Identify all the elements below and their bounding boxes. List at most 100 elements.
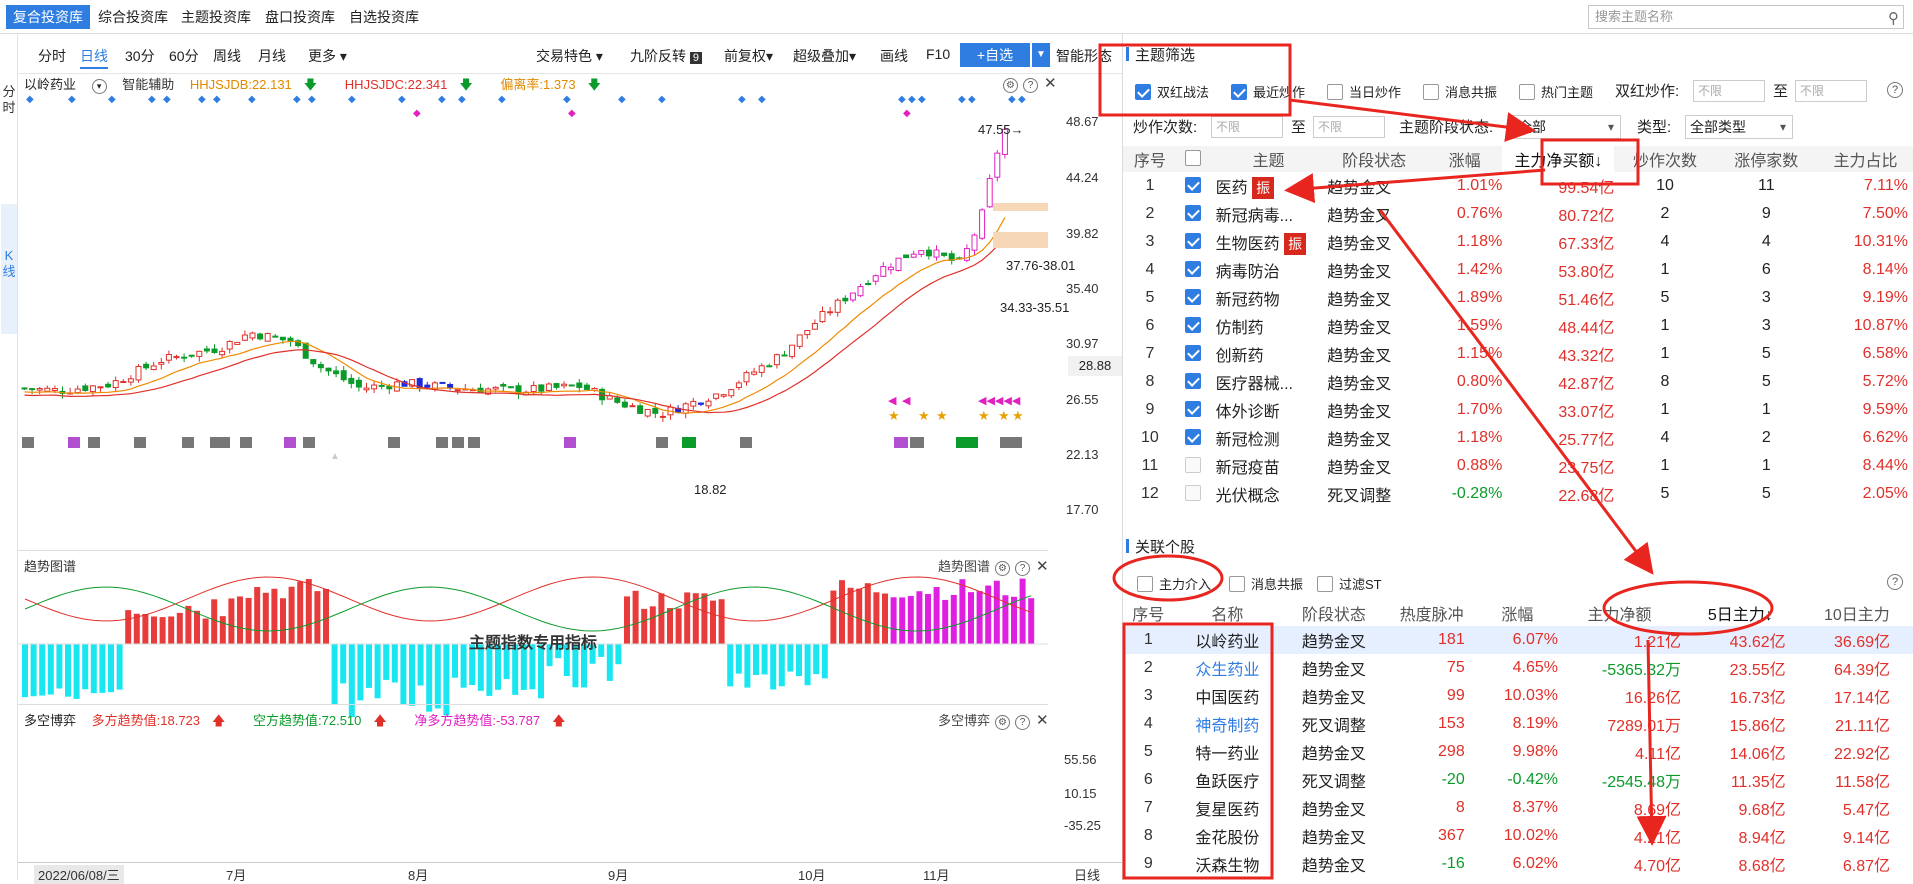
double-red-max-input[interactable]: 不限 [1795,80,1867,102]
theme-name[interactable]: 新冠药物 [1215,292,1280,309]
row-checkbox-cell[interactable] [1177,312,1216,340]
stock-name[interactable]: 以岭药业 [1173,626,1282,654]
period-more-dropdown[interactable]: 更多 ▾ [308,46,347,66]
column-header[interactable]: 主力净额 [1587,607,1652,624]
period-30min[interactable]: 30分 [125,48,155,64]
theme-row[interactable]: 11 新冠疫苗 趋势金叉 0.88% 23.75亿 1 1 8.44% [1123,452,1913,480]
theme-row[interactable]: 10 新冠检测 趋势金叉 1.18% 25.77亿 4 2 6.62% [1123,424,1913,452]
row-checkbox-cell[interactable] [1177,424,1216,452]
checkbox-today-hype[interactable]: 当日炒作 [1327,82,1401,101]
theme-row[interactable]: 9 体外诊断 趋势金叉 1.70% 33.07亿 1 1 9.59% [1123,396,1913,424]
overlay-dropdown[interactable]: 超级叠加▾ [793,46,856,66]
type-select[interactable]: 全部类型 [1685,115,1793,139]
hype-count-min-input[interactable]: 不限 [1211,116,1283,138]
theme-name[interactable]: 生物医药 [1215,235,1280,253]
adjust-dropdown[interactable]: 前复权▾ [724,46,773,66]
theme-name-cell[interactable]: 新冠疫苗 [1216,452,1322,480]
column-header[interactable]: 主题 [1252,153,1285,170]
theme-row[interactable]: 2 新冠病毒... 趋势金叉 0.76% 80.72亿 2 9 7.50% [1123,200,1913,228]
row-checkbox[interactable] [1185,289,1202,305]
add-favorite-button[interactable]: +自选 [960,43,1030,67]
help-icon[interactable]: ? [1015,561,1031,576]
column-header[interactable]: 名称 [1211,607,1244,624]
column-header[interactable]: 阶段状态 [1301,607,1366,624]
double-red-min-input[interactable]: 不限 [1693,80,1765,102]
stock-name[interactable]: 众生药业 [1195,662,1260,679]
draw-line-button[interactable]: 画线 [880,48,908,64]
checkbox-stock-news[interactable]: 消息共振 [1229,574,1303,593]
row-checkbox[interactable] [1185,205,1202,221]
row-checkbox[interactable] [1185,485,1202,501]
theme-name-cell[interactable]: 新冠病毒... [1216,200,1322,228]
settings-icon[interactable]: ⚙ [1003,78,1018,93]
row-checkbox[interactable] [1185,457,1202,473]
theme-name-cell[interactable]: 新冠药物 [1216,284,1322,312]
column-header[interactable] [1177,146,1216,172]
theme-search-input[interactable]: 搜索主题名称 ⚲ [1588,5,1904,29]
tab-composite-library[interactable]: 复合投资库 [6,5,90,29]
help-icon[interactable]: ? [1015,715,1031,730]
stock-name[interactable]: 复星医药 [1195,802,1260,819]
row-checkbox-cell[interactable] [1177,396,1216,424]
theme-name[interactable]: 体外诊断 [1215,404,1280,421]
add-favorite-dropdown[interactable]: ▼ [1032,43,1050,67]
hype-count-max-input[interactable]: 不限 [1313,116,1385,138]
stock-name[interactable]: 鱼跃医疗 [1195,774,1260,791]
column-header[interactable]: 涨幅 [1448,153,1481,170]
tab-theme-library[interactable]: 主题投资库 [181,9,251,25]
theme-row[interactable]: 5 新冠药物 趋势金叉 1.89% 51.46亿 5 3 9.19% [1123,284,1913,312]
row-checkbox[interactable] [1185,261,1202,277]
column-header[interactable]: 5日主力↓ [1681,600,1800,626]
row-checkbox-cell[interactable] [1177,284,1216,312]
close-icon[interactable]: ✕ [1036,558,1049,575]
close-icon[interactable]: ✕ [1044,75,1057,92]
column-header[interactable]: 10日主力 [1823,607,1890,624]
period-intraday[interactable]: 分时 [38,48,66,64]
checkbox-recent-hype[interactable]: 最近炒作 [1231,82,1305,101]
stock-dropdown-icon[interactable]: ▾ [91,79,107,94]
select-all-checkbox[interactable] [1185,150,1202,166]
column-header[interactable]: 序号 [1132,607,1165,624]
stock-row[interactable]: 2 众生药业 趋势金叉 75 4.65% -5365.32万 23.55亿 64.39亿 [1123,654,1913,682]
row-checkbox-cell[interactable] [1177,452,1216,480]
stock-row[interactable]: 8 金花股份 趋势金叉 367 10.02% 4.21亿 8.94亿 9.14亿 [1123,822,1913,850]
column-header[interactable]: 涨停家数 [1734,153,1799,170]
checkbox-filter-st[interactable]: 过滤ST [1317,574,1382,593]
theme-name[interactable]: 仿制药 [1215,320,1264,337]
stock-name[interactable]: 沃森生物 [1195,858,1260,875]
row-checkbox-cell[interactable] [1177,228,1216,256]
checkbox-double-red[interactable]: 双红战法 [1135,82,1209,101]
row-checkbox[interactable] [1185,345,1202,361]
theme-name-cell[interactable]: 创新药 [1216,340,1322,368]
row-checkbox[interactable] [1185,233,1202,249]
theme-name[interactable]: 创新药 [1215,348,1264,365]
column-header[interactable]: 炒作次数 [1633,153,1698,170]
row-checkbox[interactable] [1185,317,1202,333]
row-checkbox[interactable] [1185,373,1202,389]
theme-name-cell[interactable]: 体外诊断 [1216,396,1322,424]
stock-row[interactable]: 5 特一药业 趋势金叉 298 9.98% 4.11亿 14.06亿 22.92亿 [1123,738,1913,766]
row-checkbox-cell[interactable] [1177,172,1216,200]
column-header[interactable]: 热度脉冲 [1399,607,1464,624]
theme-name[interactable]: 病毒防治 [1215,264,1280,281]
row-checkbox-cell[interactable] [1177,368,1216,396]
row-checkbox[interactable] [1185,177,1202,193]
theme-row[interactable]: 1 医药 振趋势金叉 1.01% 99.54亿 10 11 7.11% [1123,172,1913,200]
column-header[interactable]: 主力占比 [1833,153,1898,170]
nine-reversal-button[interactable]: 九阶反转 9 [630,46,703,66]
theme-name[interactable]: 医疗器械... [1215,376,1293,393]
theme-row[interactable]: 7 创新药 趋势金叉 1.15% 43.32亿 1 5 6.58% [1123,340,1913,368]
stock-row[interactable]: 9 沃森生物 趋势金叉 -16 6.02% 4.70亿 8.68亿 6.87亿 [1123,850,1913,878]
row-checkbox[interactable] [1185,429,1202,445]
theme-row[interactable]: 3 生物医药 振趋势金叉 1.18% 67.33亿 4 4 10.31% [1123,228,1913,256]
period-weekly[interactable]: 周线 [213,48,241,64]
checkbox-news-resonance[interactable]: 消息共振 [1423,82,1497,101]
period-60min[interactable]: 60分 [169,48,199,64]
row-checkbox-cell[interactable] [1177,340,1216,368]
trade-feature-dropdown[interactable]: 交易特色 ▾ [536,46,603,66]
settings-icon[interactable]: ⚙ [995,561,1011,576]
stock-name[interactable]: 中国医药 [1195,690,1260,707]
f10-button[interactable]: F10 [926,46,951,62]
theme-row[interactable]: 12 光伏概念 死叉调整 -0.28% 22.68亿 5 5 2.05% [1123,480,1913,508]
theme-name[interactable]: 医药 [1215,179,1248,197]
